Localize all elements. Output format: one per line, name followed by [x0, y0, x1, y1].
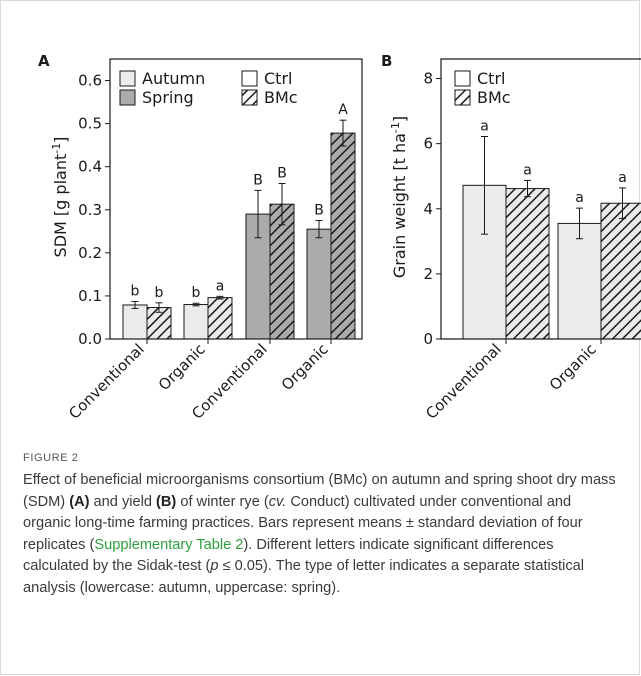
bar-bmc [505, 188, 550, 340]
legend-autumn-label: Autumn [142, 69, 205, 88]
significance-letter: b [192, 285, 201, 301]
panel-a-label: A [38, 52, 50, 70]
legend-bmc-label-b: BMc [477, 88, 511, 107]
significance-letter: a [216, 278, 225, 294]
y-tick-label: 0.5 [78, 115, 102, 133]
legend-ctrl-swatch-b [454, 70, 471, 87]
y-tick-label: 2 [423, 265, 433, 283]
significance-letter: a [618, 170, 627, 186]
y-tick-label: 8 [423, 70, 433, 88]
y-tick-label: 0.3 [78, 201, 102, 219]
legend-bmc-label-a: BMc [264, 88, 298, 107]
legend-ctrl-label-b: Ctrl [477, 69, 505, 88]
panel-b-ylabel: Grain weight [t ha-1] [389, 116, 409, 278]
y-tick-label: 4 [423, 200, 433, 218]
bar-bmc [330, 132, 356, 340]
x-tick-label: Organic [546, 340, 600, 394]
panel-a-ylabel: SDM [g plant-1] [50, 137, 70, 258]
y-tick-label: 0.0 [78, 330, 102, 348]
y-tick-label: 0.6 [78, 72, 102, 90]
legend-autumn-swatch [119, 70, 136, 87]
significance-letter: B [277, 165, 287, 181]
significance-letter: b [131, 284, 140, 300]
legend-spring-label: Spring [142, 88, 194, 107]
svg-text:Grain weight [t ha-1]: Grain weight [t ha-1] [389, 116, 409, 278]
bar-ctrl [183, 304, 209, 340]
bar-bmc [207, 297, 233, 340]
figure-label: FIGURE 2 [23, 452, 79, 464]
bar-bmc [600, 202, 641, 340]
caption-ref-a: (A) [69, 493, 90, 510]
y-tick-label: 0.2 [78, 244, 102, 262]
significance-letter: B [314, 203, 324, 219]
y-tick-label: 0 [423, 330, 433, 348]
significance-letter: A [338, 102, 348, 118]
significance-letter: a [575, 190, 584, 206]
bar-ctrl [122, 304, 148, 340]
legend-bmc-swatch-b [454, 89, 471, 106]
legend-bmc-swatch-a [241, 89, 258, 106]
supplementary-table-link[interactable]: Supplementary Table 2 [94, 536, 244, 553]
x-tick-label: Organic [155, 340, 209, 394]
panel-b-frame [440, 58, 641, 340]
legend-ctrl-swatch-a [241, 70, 258, 87]
panel-a-frame [109, 58, 363, 340]
figure-caption: Effect of beneficial microorganisms cons… [23, 472, 616, 596]
significance-letter: a [523, 162, 532, 178]
y-tick-label: 0.1 [78, 287, 102, 305]
svg-text:SDM [g plant-1]: SDM [g plant-1] [50, 137, 70, 258]
panel-b-legend: Ctrl BMc [454, 69, 511, 107]
panel-b-label: B [381, 52, 392, 70]
legend-ctrl-label-a: Ctrl [264, 69, 292, 88]
bar-ctrl [557, 222, 602, 340]
legend-spring-swatch [119, 89, 136, 106]
significance-letter: a [480, 118, 489, 134]
panel-b-plot: 0 2 4 6 8 a a Conventional a a Organic [422, 70, 641, 423]
x-tick-label: Organic [278, 340, 332, 394]
y-tick-label: 6 [423, 135, 433, 153]
bar-ctrl [306, 228, 332, 340]
y-tick-label: 0.4 [78, 158, 102, 176]
significance-letter: B [253, 172, 263, 188]
caption-ref-b: (B) [156, 493, 177, 510]
x-tick-label: Conventional [65, 340, 148, 423]
x-tick-label: Conventional [422, 340, 505, 423]
figure-svg: A SDM [g plant-1] 0.0 0.1 0.2 0.3 0.4 0.5 0.6 b… [38, 52, 641, 423]
panel-a-legend: Autumn Spring Ctrl BMc [119, 69, 298, 107]
significance-letter: b [155, 285, 164, 301]
